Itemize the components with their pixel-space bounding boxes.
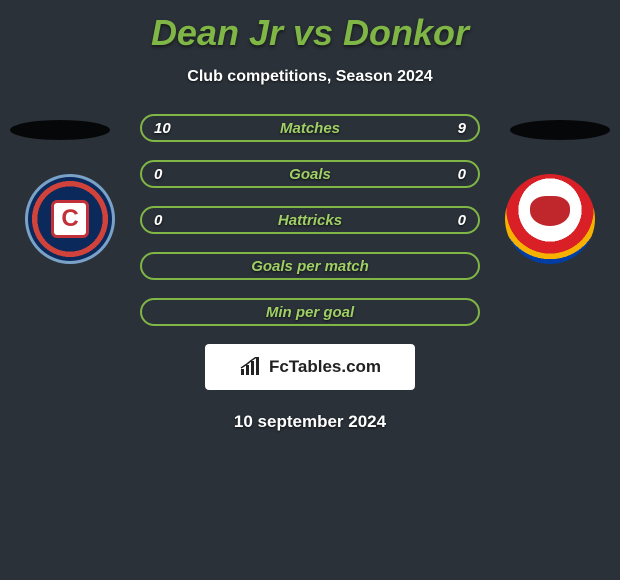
- stat-value-left: 10: [154, 120, 171, 137]
- stat-value-right: 9: [458, 120, 466, 137]
- player-shadow-left: [10, 120, 110, 140]
- player-shadow-right: [510, 120, 610, 140]
- stat-label: Hattricks: [278, 212, 342, 229]
- stat-value-left: 0: [154, 166, 162, 183]
- stat-label: Matches: [280, 120, 340, 137]
- stat-label: Goals: [289, 166, 331, 183]
- page-title: Dean Jr vs Donkor: [0, 0, 620, 54]
- stat-row-hattricks: 0 Hattricks 0: [140, 206, 480, 234]
- stat-row-gpm: Goals per match: [140, 252, 480, 280]
- stats-rows: 10 Matches 9 0 Goals 0 0 Hattricks 0 Goa…: [140, 114, 480, 326]
- team-logo-left-initial: C: [51, 200, 89, 238]
- bull-icon: [530, 196, 570, 226]
- stat-value-right: 0: [458, 212, 466, 229]
- brand-badge[interactable]: FcTables.com: [205, 344, 415, 390]
- stat-label: Min per goal: [266, 304, 354, 321]
- team-logo-right: [505, 174, 595, 264]
- stat-row-matches: 10 Matches 9: [140, 114, 480, 142]
- date-text: 10 september 2024: [0, 412, 620, 432]
- brand-text: FcTables.com: [269, 357, 381, 377]
- chart-icon: [239, 357, 263, 377]
- stat-row-goals: 0 Goals 0: [140, 160, 480, 188]
- stat-label: Goals per match: [251, 258, 369, 275]
- stat-value-left: 0: [154, 212, 162, 229]
- stat-row-mpg: Min per goal: [140, 298, 480, 326]
- comparison-arena: C 10 Matches 9 0 Goals 0 0 Hattricks 0 G…: [0, 114, 620, 432]
- subtitle: Club competitions, Season 2024: [0, 68, 620, 86]
- team-logo-left: C: [25, 174, 115, 264]
- stat-value-right: 0: [458, 166, 466, 183]
